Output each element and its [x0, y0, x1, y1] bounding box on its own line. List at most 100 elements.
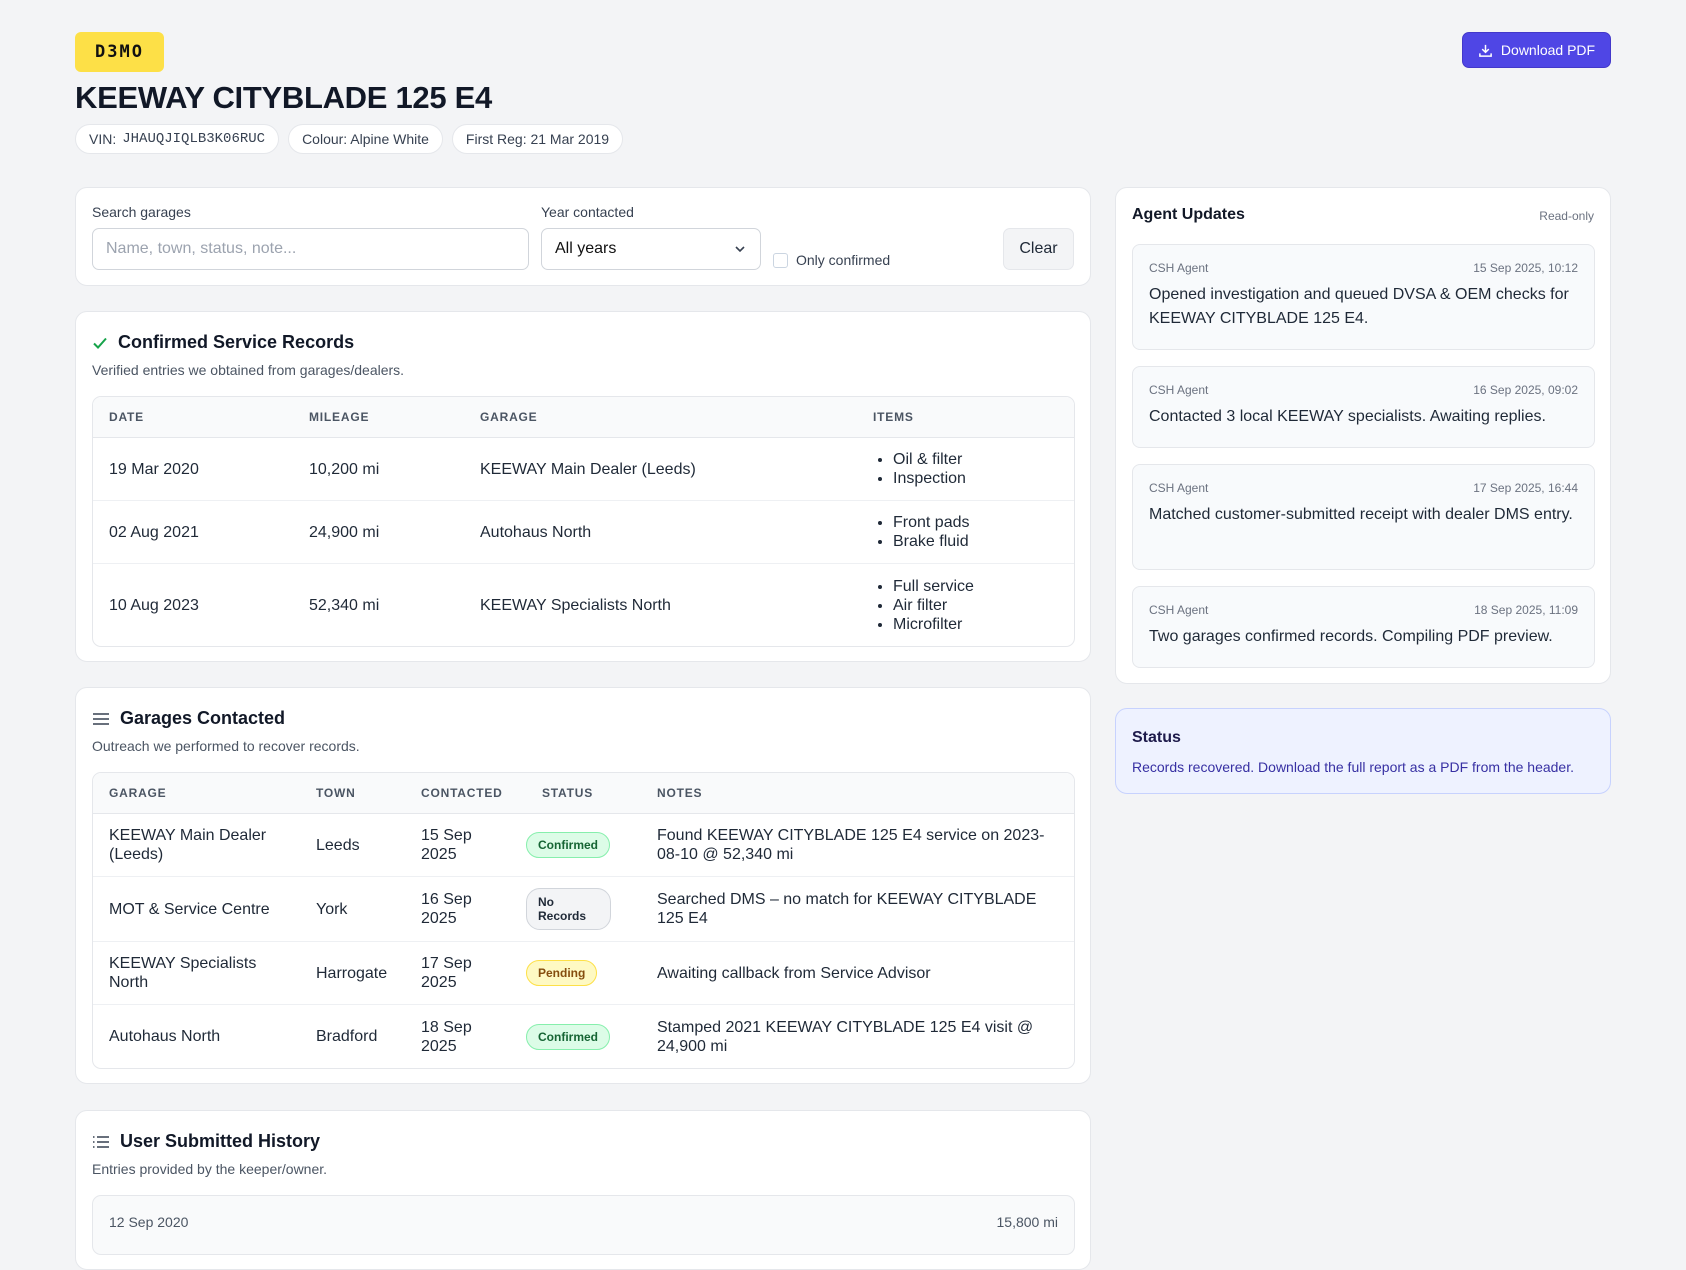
garage-cell: KEEWAY Specialists North [93, 942, 300, 1005]
item: Full service [893, 577, 1058, 596]
read-only-label: Read-only [1539, 209, 1594, 223]
garages-contacted-card: Garages Contacted Outreach we performed … [75, 687, 1091, 1084]
items-cell: Front padsBrake fluid [857, 501, 1074, 564]
col-contacted: CONTACTED [405, 773, 526, 814]
col-date: DATE [93, 397, 293, 438]
status-card: Status Records recovered. Download the f… [1115, 708, 1611, 794]
date-cell: 10 Aug 2023 [109, 596, 199, 614]
mileage-cell: 24,900 mi [293, 501, 464, 564]
col-town: TOWN [300, 773, 405, 814]
update-time: 16 Sep 2025, 09:02 [1473, 383, 1578, 397]
year-label: Year contacted [541, 204, 634, 220]
status-cell: Confirmed [526, 814, 641, 877]
section-subtitle: Outreach we performed to recover records… [92, 738, 360, 754]
status-badge: No Records [526, 888, 611, 930]
contacted-cell: 16 Sep 2025 [405, 877, 526, 942]
status-badge: Pending [526, 960, 598, 986]
town-cell: York [300, 877, 405, 942]
col-garage: GARAGE [93, 773, 300, 814]
town-cell: Leeds [300, 814, 405, 877]
date-cell: 19 Mar 2020 [93, 438, 293, 501]
status-cell: No Records [526, 877, 641, 942]
download-pdf-button[interactable]: Download PDF [1462, 32, 1611, 68]
mileage-cell: 52,340 mi [309, 596, 380, 614]
items-cell: Oil & filterInspection [857, 438, 1074, 501]
confirmed-records-card: Confirmed Service Records Verified entri… [75, 311, 1091, 662]
notes-cell: Stamped 2021 KEEWAY CITYBLADE 125 E4 vis… [657, 1018, 1034, 1055]
date-cell: 02 Aug 2021 [93, 501, 293, 564]
clear-button[interactable]: Clear [1003, 228, 1074, 270]
update-item: CSH Agent 15 Sep 2025, 10:12 Opened invest… [1132, 244, 1595, 350]
vin-label: VIN: [89, 131, 117, 147]
garage-cell: Autohaus North [109, 1028, 221, 1045]
items-cell: Full serviceAir filterMicrofilter [857, 564, 1074, 646]
town-cell: Harrogate [300, 942, 405, 1005]
menu-lines-icon [93, 712, 109, 725]
first-reg-chip: First Reg: 21 Mar 2019 [451, 124, 624, 154]
update-text: Matched customer-submitted receipt with … [1149, 506, 1573, 523]
table-row: 10 Aug 2023 52,340 mi KEEWAY Specialists… [93, 564, 1074, 646]
registration-plate: D3MO [75, 32, 164, 72]
update-time: 18 Sep 2025, 11:09 [1474, 603, 1578, 617]
garage-cell: KEEWAY Specialists North [480, 596, 671, 614]
contacted-cell: 17 Sep 2025 [405, 942, 526, 1005]
item: Inspection [893, 469, 1058, 488]
search-label: Search garages [92, 204, 191, 220]
town-cell: Bradford [316, 1028, 378, 1045]
col-items: ITEMS [857, 397, 1074, 438]
section-title: Confirmed Service Records [118, 332, 355, 352]
year-select-value: All years [555, 240, 617, 257]
update-author: CSH Agent [1149, 261, 1209, 275]
garage-cell: KEEWAY Main Dealer (Leeds) [464, 438, 857, 501]
confirmed-table: DATE MILEAGE GARAGE ITEMS 19 Mar 2020 10… [92, 396, 1075, 647]
section-subtitle: Entries provided by the keeper/owner. [92, 1161, 328, 1177]
history-entry: 12 Sep 2020 15,800 mi [92, 1195, 1075, 1255]
vin-value: JHAUQJIQLB3K06RUC [122, 131, 266, 147]
table-row: KEEWAY Specialists North Harrogate 17 Se… [93, 942, 1074, 1005]
item: Oil & filter [893, 450, 1058, 469]
only-confirmed-checkbox[interactable]: Only confirmed [773, 252, 890, 268]
update-text: Opened investigation and queued DVSA & O… [1149, 286, 1569, 327]
table-row: 19 Mar 2020 10,200 mi KEEWAY Main Dealer… [93, 438, 1074, 501]
table-row: MOT & Service Centre York 16 Sep 2025 No… [93, 877, 1074, 942]
search-input[interactable] [92, 228, 529, 270]
check-icon [93, 337, 107, 349]
table-row: Autohaus North Bradford 18 Sep 2025 Conf… [93, 1005, 1074, 1068]
garage-cell: KEEWAY Main Dealer (Leeds) [93, 814, 300, 877]
item: Air filter [893, 596, 1058, 615]
status-cell: Pending [526, 942, 641, 1005]
garages-table: GARAGE TOWN CONTACTED STATUS NOTES KEEWA… [92, 772, 1075, 1069]
col-mileage: MILEAGE [293, 397, 464, 438]
contacted-cell: 18 Sep 2025 [421, 1018, 472, 1055]
update-author: CSH Agent [1149, 603, 1209, 617]
table-row: KEEWAY Main Dealer (Leeds) Leeds 15 Sep … [93, 814, 1074, 877]
update-author: CSH Agent [1149, 383, 1209, 397]
update-text: Two garages confirmed records. Compiling… [1149, 628, 1553, 645]
col-notes: NOTES [641, 773, 1074, 814]
only-confirmed-label: Only confirmed [796, 252, 891, 268]
section-title: User Submitted History [120, 1131, 321, 1151]
status-badge: Confirmed [526, 1023, 610, 1050]
history-mileage: 15,800 mi [996, 1214, 1058, 1230]
update-time: 17 Sep 2025, 16:44 [1473, 481, 1578, 495]
update-time: 15 Sep 2025, 10:12 [1473, 261, 1578, 275]
item: Microfilter [893, 615, 1058, 634]
section-subtitle: Verified entries we obtained from garage… [92, 362, 405, 378]
year-select[interactable]: All years [541, 228, 761, 270]
status-badge: Confirmed [526, 832, 610, 858]
page-title: KEEWAY CITYBLADE 125 E4 [75, 80, 492, 115]
colour-chip: Colour: Alpine White [288, 124, 443, 154]
filter-card: Search garages Year contacted All years … [75, 187, 1091, 286]
contacted-cell: 15 Sep 2025 [405, 814, 526, 877]
section-title: Garages Contacted [120, 708, 286, 728]
status-text: Records recovered. Download the full rep… [1132, 759, 1574, 775]
update-author: CSH Agent [1149, 481, 1209, 495]
list-icon [93, 1135, 109, 1148]
vin-chip: VIN: JHAUQJIQLB3K06RUC [75, 124, 280, 154]
download-icon [1479, 44, 1492, 57]
notes-cell: Awaiting callback from Service Advisor [641, 942, 1074, 1005]
item: Front pads [893, 513, 1058, 532]
history-date: 12 Sep 2020 [109, 1214, 189, 1230]
checkbox-box[interactable] [773, 252, 788, 268]
update-text: Contacted 3 local KEEWAY specialists. Aw… [1149, 408, 1546, 425]
